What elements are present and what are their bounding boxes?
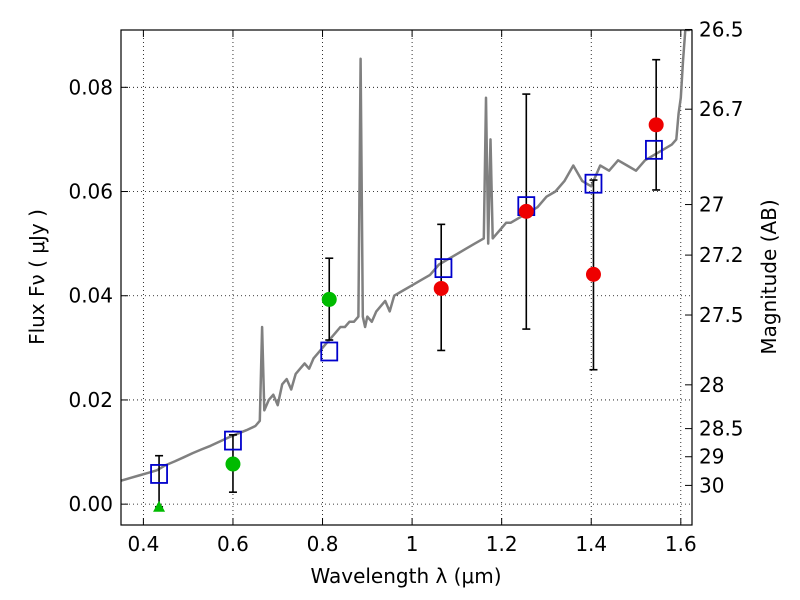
y-tick-label: 0.00 [68, 492, 113, 516]
observed-flux-point [321, 291, 337, 307]
model-photometry-square [320, 341, 339, 362]
y2-tick-label: 27.5 [699, 303, 744, 327]
y2-axis-title: Magnitude (AB) [757, 199, 781, 354]
observed-flux-point [433, 280, 449, 296]
x-tick-label: 1.2 [486, 532, 518, 556]
y-tick-label: 0.04 [68, 284, 113, 308]
y2-tick-label: 26.7 [699, 97, 744, 121]
x-axis: 0.4 0.6 0.8 1 1.2 1.4 1.6 [127, 30, 697, 556]
y-axis-title: Flux Fν ( μJy ) [25, 209, 49, 345]
y2-tick-label: 27.2 [699, 243, 744, 267]
x-tick-label: 1.4 [575, 532, 607, 556]
y2-tick-label: 28 [699, 373, 724, 397]
model-photometry-square [224, 430, 242, 451]
model-photometry-square [434, 258, 453, 279]
plot-area [121, 30, 690, 512]
x-tick-label: 1.6 [665, 532, 697, 556]
y-axis: 0.00 0.02 0.04 0.06 0.08 [68, 75, 128, 516]
y2-tick-label: 29 [699, 445, 724, 469]
x-tick-label: 0.4 [127, 532, 159, 556]
x-tick-label: 1 [406, 532, 419, 556]
y2-tick-label: 27 [699, 193, 724, 217]
model-photometry-square [645, 139, 663, 160]
y-tick-label: 0.08 [68, 75, 113, 99]
y-tick-label: 0.06 [68, 180, 113, 204]
x-tick-label: 0.8 [307, 532, 339, 556]
observed-flux-point [225, 456, 241, 472]
y-tick-label: 0.02 [68, 388, 113, 412]
upper-limit-triangle [153, 500, 166, 512]
y2-axis: 26.5 26.7 27 27.2 27.5 28 28.5 29 30 [685, 17, 744, 497]
plot-background [121, 30, 692, 525]
sed-model-line [121, 30, 690, 482]
model-photometry-square [584, 173, 603, 194]
y2-tick-label: 28.5 [699, 417, 744, 441]
x-tick-label: 0.6 [217, 532, 249, 556]
y2-tick-label: 30 [699, 473, 724, 497]
observed-flux-point [648, 117, 664, 133]
y2-tick-label: 26.5 [699, 17, 744, 41]
plot-frame [120, 29, 693, 526]
x-axis-title: Wavelength λ (μm) [310, 564, 501, 588]
observed-flux-point [518, 203, 534, 219]
model-photometry-square [150, 464, 168, 484]
observed-flux-point [585, 266, 601, 282]
